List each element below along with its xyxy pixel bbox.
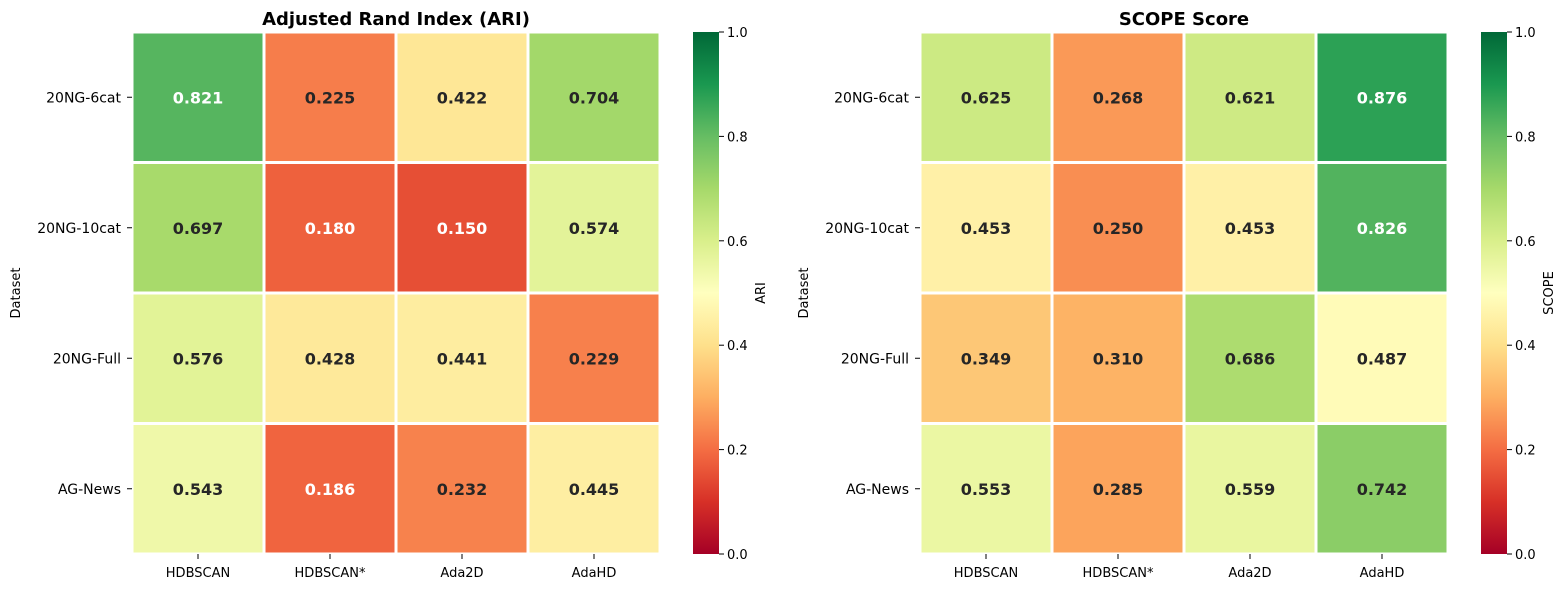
heatmap-cell bbox=[526, 161, 662, 295]
y-tick-label: 20NG-10cat bbox=[825, 221, 909, 237]
heatmap-cell bbox=[1182, 422, 1318, 556]
cell-value-label: 0.559 bbox=[1225, 480, 1276, 499]
y-tick-label: AG-News bbox=[846, 482, 909, 498]
x-tick-label: HDBSCAN bbox=[954, 566, 1018, 581]
cell-value-label: 0.625 bbox=[961, 88, 1012, 107]
heatmap-cell bbox=[1050, 291, 1186, 425]
cell-value-label: 0.422 bbox=[437, 88, 488, 107]
heatmap-cell bbox=[526, 30, 662, 164]
colorbar-tick-label: 0.4 bbox=[727, 339, 748, 354]
cell-value-label: 0.453 bbox=[1225, 219, 1276, 238]
heatmap-cell bbox=[918, 161, 1054, 295]
colorbar-label: ARI bbox=[754, 282, 769, 304]
heatmap-cell bbox=[1182, 291, 1318, 425]
cell-value-label: 0.150 bbox=[437, 219, 488, 238]
cell-value-label: 0.621 bbox=[1225, 88, 1276, 107]
colorbar-tick-label: 0.0 bbox=[1515, 548, 1536, 563]
cell-value-label: 0.180 bbox=[305, 219, 356, 238]
cell-value-label: 0.543 bbox=[173, 480, 224, 499]
cell-value-label: 0.742 bbox=[1357, 480, 1408, 499]
heatmap-panel-1: Adjusted Rand Index (ARI) 0.821 0.225 0.422… bbox=[9, 9, 769, 581]
chart-title: SCOPE Score bbox=[1119, 9, 1249, 30]
y-tick-label: 20NG-6cat bbox=[46, 90, 121, 106]
cell-value-label: 0.826 bbox=[1357, 219, 1408, 238]
heatmap-cell bbox=[1182, 161, 1318, 295]
cell-value-label: 0.574 bbox=[569, 219, 620, 238]
cell-value-label: 0.428 bbox=[305, 349, 356, 368]
colorbar-tick-label: 0.6 bbox=[727, 235, 748, 250]
colorbar-tick-label: 0.0 bbox=[727, 548, 748, 563]
cell-value-label: 0.310 bbox=[1093, 349, 1144, 368]
x-tick-label: HDBSCAN* bbox=[295, 566, 366, 581]
heatmap-cell bbox=[262, 422, 398, 556]
x-tick-label: AdaHD bbox=[572, 566, 617, 581]
cell-value-label: 0.250 bbox=[1093, 219, 1144, 238]
cell-value-label: 0.268 bbox=[1093, 88, 1144, 107]
heatmap-cell bbox=[130, 30, 266, 164]
cell-value-label: 0.487 bbox=[1357, 349, 1408, 368]
colorbar-label: SCOPE bbox=[1542, 271, 1557, 315]
cell-value-label: 0.576 bbox=[173, 349, 224, 368]
colorbar bbox=[693, 32, 719, 554]
colorbar bbox=[1481, 32, 1507, 554]
y-axis-label: Dataset bbox=[9, 268, 24, 319]
colorbar-tick-label: 0.6 bbox=[1515, 235, 1536, 250]
heatmap-cell bbox=[262, 161, 398, 295]
cell-value-label: 0.225 bbox=[305, 88, 356, 107]
heatmap-cell bbox=[1314, 161, 1450, 295]
colorbar-tick-label: 0.4 bbox=[1515, 339, 1536, 354]
colorbar-tick-label: 0.8 bbox=[1515, 130, 1536, 145]
cell-value-label: 0.704 bbox=[569, 88, 620, 107]
y-tick-label: 20NG-10cat bbox=[37, 221, 121, 237]
y-axis-label: Dataset bbox=[797, 268, 812, 319]
y-tick-label: 20NG-6cat bbox=[834, 90, 909, 106]
x-tick-label: Ada2D bbox=[440, 566, 483, 581]
cell-value-label: 0.349 bbox=[961, 349, 1012, 368]
heatmap-cell bbox=[1050, 422, 1186, 556]
colorbar-tick-label: 0.8 bbox=[727, 130, 748, 145]
heatmap-cell bbox=[918, 291, 1054, 425]
y-tick-label: 20NG-Full bbox=[841, 351, 909, 367]
cell-value-label: 0.553 bbox=[961, 480, 1012, 499]
colorbar-tick-label: 1.0 bbox=[1515, 26, 1536, 41]
cell-value-label: 0.232 bbox=[437, 480, 488, 499]
colorbar-tick-label: 0.2 bbox=[1515, 444, 1536, 459]
colorbar-tick-label: 0.2 bbox=[727, 444, 748, 459]
chart-title: Adjusted Rand Index (ARI) bbox=[262, 9, 530, 30]
heatmap-cell bbox=[262, 30, 398, 164]
y-tick-label: AG-News bbox=[58, 482, 121, 498]
heatmap-panel-2: SCOPE Score 0.625 0.268 0.621 0.876 0.453 0.25… bbox=[797, 9, 1557, 581]
colorbar-tick-label: 1.0 bbox=[727, 26, 748, 41]
cell-value-label: 0.697 bbox=[173, 219, 224, 238]
heatmap-cell bbox=[1314, 291, 1450, 425]
cell-value-label: 0.686 bbox=[1225, 349, 1276, 368]
x-tick-label: Ada2D bbox=[1228, 566, 1271, 581]
y-tick-label: 20NG-Full bbox=[53, 351, 121, 367]
cell-value-label: 0.285 bbox=[1093, 480, 1144, 499]
cell-value-label: 0.441 bbox=[437, 349, 488, 368]
cell-value-label: 0.453 bbox=[961, 219, 1012, 238]
heatmap-cell bbox=[526, 422, 662, 556]
cell-value-label: 0.445 bbox=[569, 480, 620, 499]
cell-value-label: 0.186 bbox=[305, 480, 356, 499]
heatmap-cell bbox=[262, 291, 398, 425]
cell-value-label: 0.229 bbox=[569, 349, 620, 368]
cell-value-label: 0.876 bbox=[1357, 88, 1408, 107]
x-tick-label: HDBSCAN* bbox=[1083, 566, 1154, 581]
x-tick-label: AdaHD bbox=[1360, 566, 1405, 581]
heatmap-cell bbox=[526, 291, 662, 425]
x-tick-label: HDBSCAN bbox=[166, 566, 230, 581]
cell-value-label: 0.821 bbox=[173, 88, 224, 107]
